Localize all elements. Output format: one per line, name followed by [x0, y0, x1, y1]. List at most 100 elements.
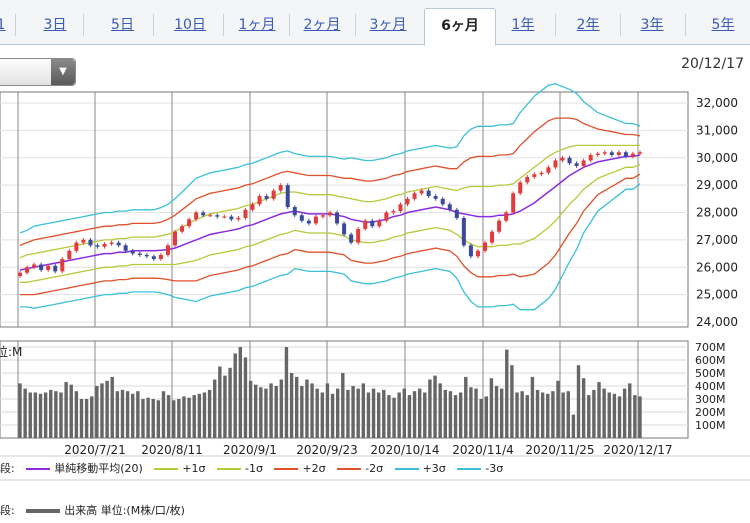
x-tick-label: 2020/9/23	[296, 443, 358, 457]
candle-body	[116, 242, 121, 246]
volume-y-tick-label: 600M	[695, 354, 726, 367]
volume-bar	[494, 386, 499, 438]
legend-m3-label: -3σ	[485, 462, 504, 475]
volume-bar	[156, 400, 161, 438]
volume-bar	[259, 387, 263, 438]
volume-bar	[382, 389, 386, 438]
candle-body	[95, 245, 100, 247]
legend-p1-swatch	[154, 468, 179, 470]
legend-row-indicators: 段: 単純移動平均(20) +1σ -1σ +2σ -2σ +3σ -3σ	[0, 460, 503, 476]
volume-bar	[125, 391, 130, 438]
candle-body	[74, 242, 79, 251]
volume-y-tick-label: 100M	[695, 419, 726, 432]
volume-bar	[197, 393, 202, 438]
band-minus2sigma-line	[20, 173, 641, 296]
candle-body	[595, 153, 600, 156]
volume-bar	[515, 392, 519, 438]
tab-4[interactable]: 1ヶ月	[238, 17, 276, 33]
period-tab-bar: 1 3日 5日 10日 1ヶ月 2ヶ月 3ヶ月 6ヶ月 1年 2年 3年 5年	[0, 0, 750, 46]
tab-8[interactable]: 1年	[511, 17, 535, 33]
candle-body	[151, 256, 156, 260]
band-plus2sigma-line	[19, 117, 641, 247]
candle-body	[201, 212, 206, 216]
candle-body	[53, 265, 58, 272]
candle-body	[602, 152, 607, 154]
volume-bar	[397, 392, 401, 438]
candle-body	[165, 245, 170, 255]
volume-bar	[592, 389, 596, 438]
candle-body	[250, 204, 255, 210]
volume-bar	[479, 399, 483, 438]
tab-11[interactable]: 5年	[711, 17, 735, 33]
candle-body	[292, 207, 297, 216]
candle-body	[264, 196, 269, 199]
tab-6[interactable]: 3ヶ月	[369, 17, 407, 33]
candle-body	[454, 209, 459, 218]
volume-bar	[540, 392, 545, 438]
candle-body	[123, 245, 128, 251]
volume-bar	[38, 393, 43, 438]
price-pane-frame	[0, 91, 689, 328]
legend-sma-label: 単純移動平均(20)	[54, 462, 143, 475]
volume-bar	[105, 380, 109, 438]
tab-separator	[289, 14, 290, 36]
volume-bar	[453, 395, 458, 438]
candle-body	[208, 215, 213, 217]
volume-bar	[284, 347, 289, 438]
tab-separator	[355, 14, 356, 36]
legend-volume-label: 出来高 単位:(M株/口/枚)	[64, 504, 185, 517]
volume-bar	[254, 384, 258, 438]
tab-separator	[685, 14, 686, 36]
candle-body	[433, 196, 438, 199]
tab-separator	[223, 14, 224, 36]
band-minus3sigma-line	[20, 183, 641, 311]
volume-bar	[79, 399, 84, 438]
volume-bar	[356, 388, 360, 438]
volume-bar	[33, 392, 38, 438]
tab-3[interactable]: 10日	[174, 17, 206, 33]
candle-body	[229, 216, 234, 220]
tab-1[interactable]: 3日	[43, 17, 67, 33]
candle-body	[630, 153, 635, 157]
volume-bar	[346, 389, 350, 438]
tab-7[interactable]: 6ヶ月	[424, 8, 496, 46]
legend-row-volume: 段: 出来高 単位:(M株/口/枚)	[0, 502, 185, 518]
x-tick-label: 2020/12/17	[603, 443, 672, 457]
chevron-down-icon[interactable]: ▼	[51, 59, 75, 85]
volume-bar	[166, 395, 171, 438]
volume-bar	[428, 379, 432, 438]
x-tick-label: 2020/9/1	[223, 443, 277, 457]
tab-9[interactable]: 2年	[576, 17, 600, 33]
volume-bar	[64, 382, 68, 438]
volume-bar	[330, 393, 335, 438]
price-y-tick-label: 25,000	[696, 288, 738, 302]
candle-body	[349, 234, 354, 243]
volume-bar	[310, 383, 314, 438]
candle-body	[81, 239, 86, 243]
candle-body	[483, 242, 487, 251]
candle-body	[468, 245, 473, 257]
candle-body	[405, 198, 410, 205]
volume-bar	[110, 376, 114, 438]
candle-body	[158, 254, 163, 260]
price-y-tick-label: 28,000	[696, 206, 738, 220]
volume-bar	[581, 378, 586, 438]
volume-bar	[305, 379, 309, 438]
volume-bar	[387, 395, 391, 438]
candle-body	[532, 174, 537, 177]
candle-body	[144, 254, 149, 257]
volume-bar	[18, 383, 22, 438]
legend-m2-swatch	[337, 468, 362, 470]
tab-10[interactable]: 3年	[640, 17, 664, 33]
volume-bar	[587, 395, 591, 438]
candle-body	[306, 220, 311, 224]
tab-0[interactable]: 1	[0, 17, 6, 33]
tab-2[interactable]: 5日	[111, 17, 134, 33]
volume-bar	[351, 386, 355, 438]
legend-row2-prefix: 段:	[0, 504, 15, 517]
tab-5[interactable]: 2ヶ月	[303, 17, 341, 33]
chart-type-dropdown[interactable]: ▼	[0, 58, 76, 86]
volume-bar	[402, 388, 406, 438]
candle-body	[194, 212, 199, 220]
price-y-tick-label: 24,000	[696, 315, 738, 329]
